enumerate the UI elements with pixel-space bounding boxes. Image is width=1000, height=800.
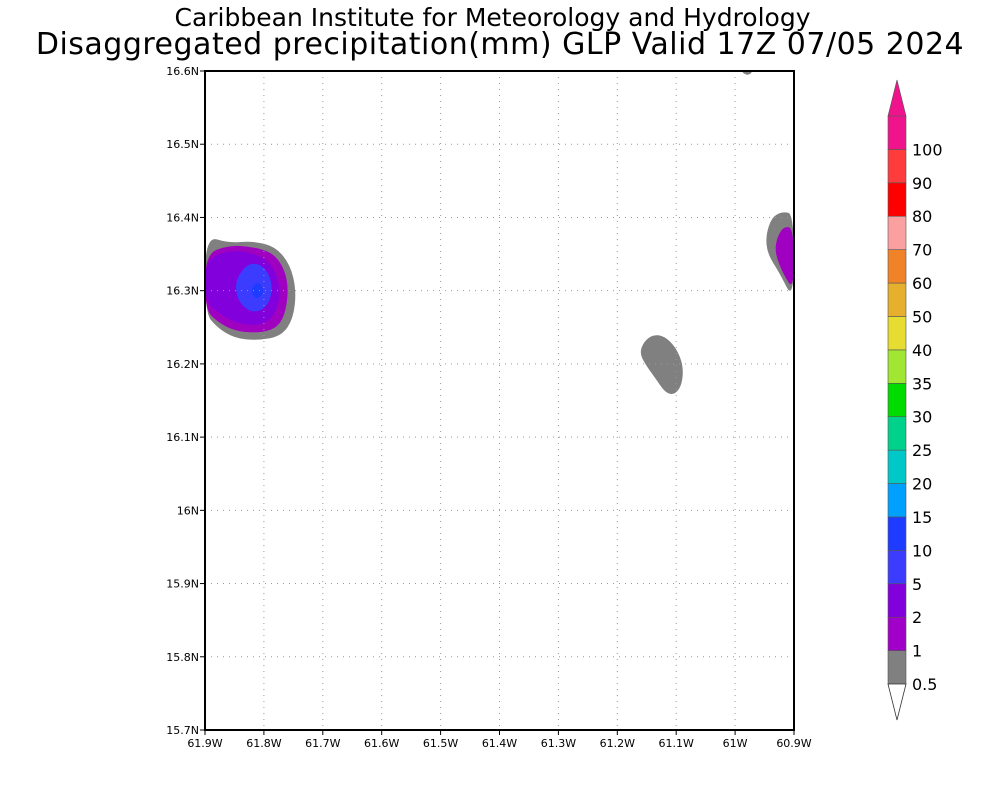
colorbar-label: 25	[912, 441, 932, 460]
colorbar-segment	[887, 583, 907, 618]
lon-tick-label: 61.2W	[600, 737, 635, 750]
colorbar-segment	[887, 282, 907, 317]
colorbar-label: 100	[912, 140, 943, 159]
colorbar-segment	[887, 483, 907, 518]
colorbar-segment	[887, 382, 907, 418]
colorbar-over-arrow	[887, 79, 907, 117]
colorbar-under-arrow	[887, 683, 907, 721]
lon-tick-label: 61.4W	[482, 737, 517, 750]
lon-tick-label: 61.8W	[246, 737, 281, 750]
lat-tick-label: 16.2N	[166, 358, 199, 371]
longitude-axis: 61.9W 61.8W 61.7W 61.6W 61.5W 61.4W 61.3W 61.2W…	[187, 730, 812, 750]
colorbar-label: 90	[912, 174, 932, 193]
colorbar-segment	[887, 182, 907, 217]
colorbar-label: 50	[912, 307, 932, 326]
latitude-axis: 15.7N 15.8N 15.9N 16N 16.1N 16.2N 16.3N 16.4N 16…	[166, 65, 205, 737]
colorbar-label: 20	[912, 475, 932, 494]
colorbar-label: 1	[912, 642, 922, 661]
lat-tick-label: 15.9N	[166, 578, 199, 591]
precip-areas	[205, 71, 794, 394]
colorbar-label: 10	[912, 541, 932, 560]
colorbar-segment	[887, 449, 907, 484]
lat-tick-label: 16.3N	[166, 285, 199, 298]
colorbar-label: 0.5	[912, 675, 937, 694]
lon-tick-label: 61W	[723, 737, 748, 750]
colorbar-label: 40	[912, 341, 932, 360]
lon-tick-label: 60.9W	[776, 737, 811, 750]
precip-area-west-10	[251, 283, 263, 298]
colorbar-segment	[887, 115, 907, 150]
colorbar-label: 5	[912, 575, 922, 594]
colorbar-segment	[887, 149, 907, 184]
colorbar-segment	[887, 616, 907, 651]
lat-tick-label: 16N	[177, 504, 199, 517]
colorbar-segment	[887, 516, 907, 551]
colorbar-label: 30	[912, 408, 932, 427]
lon-tick-label: 61.7W	[305, 737, 340, 750]
lon-tick-label: 61.6W	[364, 737, 399, 750]
colorbar-label: 60	[912, 274, 932, 293]
precip-area-center-0p5	[640, 335, 683, 394]
colorbar-segment	[887, 316, 907, 351]
lon-tick-label: 61.3W	[541, 737, 576, 750]
colorbar-segment	[887, 249, 907, 284]
colorbar-label: 70	[912, 241, 932, 260]
colorbar-label: 35	[912, 374, 932, 393]
chart-title-line1: Caribbean Institute for Meteorology and …	[174, 3, 811, 32]
colorbar-label: 2	[912, 608, 922, 627]
lon-tick-label: 61.5W	[423, 737, 458, 750]
colorbar-segment	[887, 215, 907, 250]
colorbar-segment	[887, 550, 907, 585]
precip-area-east-1	[775, 227, 794, 285]
map-grid	[205, 71, 794, 730]
chart-title-line2: Disaggregated precipitation(mm) GLP Vali…	[35, 27, 965, 62]
lat-tick-label: 16.1N	[166, 431, 199, 444]
lat-tick-label: 15.8N	[166, 651, 199, 664]
lon-tick-label: 61.1W	[659, 737, 694, 750]
colorbar-segment	[887, 650, 907, 685]
colorbar-label: 80	[912, 207, 932, 226]
colorbar-segment	[887, 416, 907, 451]
lat-tick-label: 16.4N	[166, 211, 199, 224]
colorbar-segment	[887, 349, 907, 384]
lat-tick-label: 15.7N	[166, 724, 199, 737]
lat-tick-label: 16.5N	[166, 138, 199, 151]
colorbar-label: 15	[912, 508, 932, 527]
lon-tick-label: 61.9W	[187, 737, 222, 750]
lat-tick-label: 16.6N	[166, 65, 199, 78]
